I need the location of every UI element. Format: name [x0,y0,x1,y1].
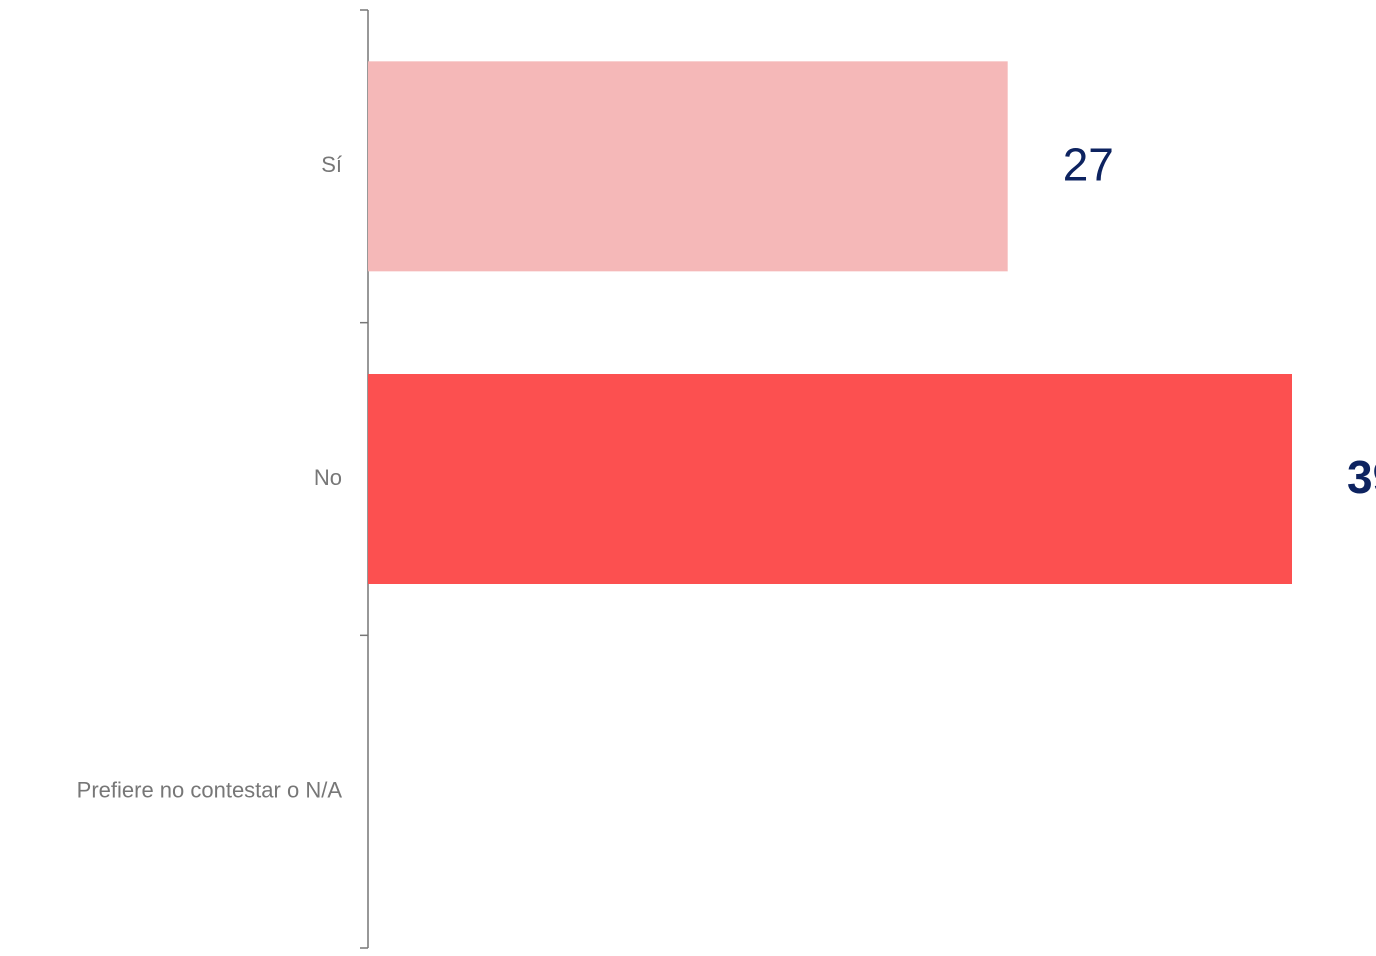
category-label: No [314,465,342,490]
value-label: 27 [1063,138,1114,190]
bar [368,61,1008,272]
category-label: Sí [321,152,342,177]
category-label: Prefiere no contestar o N/A [77,777,343,802]
bar [368,374,1292,584]
value-label: 39 [1347,451,1376,503]
